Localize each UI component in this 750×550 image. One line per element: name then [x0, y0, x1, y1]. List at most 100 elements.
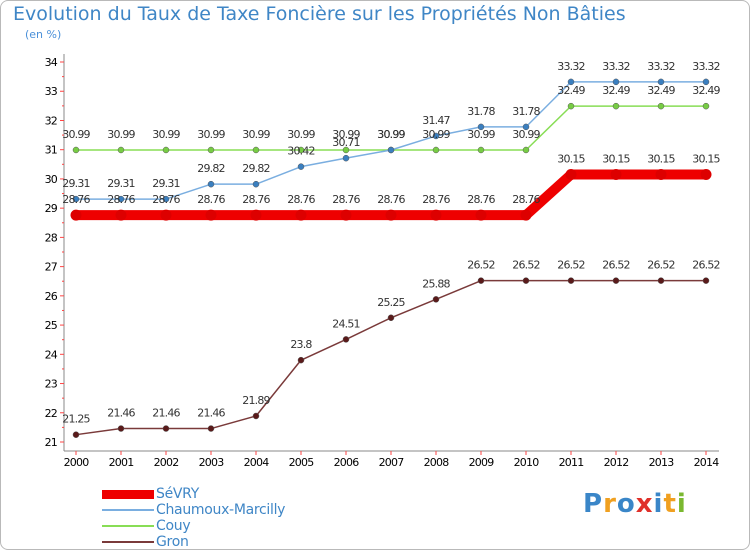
data-point	[297, 356, 305, 364]
data-label: 30.99	[512, 128, 540, 141]
data-label: 32.49	[557, 84, 585, 97]
legend-swatch	[102, 525, 154, 527]
data-point	[702, 78, 710, 86]
data-label: 30.15	[557, 153, 585, 166]
data-label: 21.89	[242, 394, 270, 407]
legend-label: SéVRY	[156, 486, 199, 502]
data-label: 24.51	[332, 317, 360, 330]
data-label: 21.25	[62, 413, 90, 426]
data-label: 28.76	[377, 193, 405, 206]
data-point	[117, 425, 125, 432]
data-point	[162, 146, 170, 154]
data-point	[72, 431, 80, 438]
x-tick-label: 2013	[649, 456, 675, 469]
data-point	[205, 209, 217, 221]
x-tick-label: 2002	[154, 456, 179, 469]
data-label: 30.99	[242, 128, 270, 141]
y-tick-label: 31	[45, 144, 57, 157]
data-label: 30.15	[602, 153, 630, 166]
data-label: 33.32	[692, 60, 720, 73]
logo-letter: t	[663, 489, 677, 519]
data-label: 28.76	[467, 193, 495, 206]
x-tick-label: 2011	[559, 456, 584, 469]
data-label: 21.46	[152, 407, 180, 420]
data-point	[567, 277, 575, 284]
data-point	[565, 169, 577, 181]
data-label: 25.25	[377, 296, 405, 309]
legend-swatch	[102, 541, 154, 543]
y-tick-label: 25	[45, 319, 58, 332]
data-label: 31.47	[422, 114, 450, 127]
data-point	[432, 132, 440, 140]
data-point	[610, 169, 622, 181]
y-tick-label: 26	[45, 290, 58, 303]
data-point	[252, 412, 260, 420]
y-tick-label: 21	[45, 436, 57, 449]
data-label: 33.32	[557, 60, 585, 73]
data-point	[657, 78, 665, 86]
logo-letter: i	[676, 489, 687, 519]
data-label: 28.76	[422, 193, 450, 206]
y-tick-label: 30	[45, 173, 58, 186]
data-label: 23.8	[290, 338, 312, 351]
data-point	[72, 195, 80, 203]
y-axis-unit-label: (en %)	[25, 28, 62, 41]
data-point	[340, 209, 352, 221]
data-label: 31.78	[467, 105, 495, 118]
data-point	[72, 146, 80, 154]
data-point	[252, 146, 260, 154]
x-tick-label: 2006	[334, 456, 360, 469]
data-label: 26.52	[602, 259, 630, 272]
data-label: 30.99	[197, 128, 225, 141]
x-tick-label: 2005	[289, 456, 315, 469]
data-point	[612, 78, 620, 86]
data-label: 28.76	[197, 193, 225, 206]
data-point	[207, 146, 215, 154]
data-point	[250, 209, 262, 221]
legend-label: Chaumoux-Marcilly	[156, 502, 286, 518]
data-label: 28.76	[332, 193, 360, 206]
x-tick-label: 2000	[64, 456, 90, 469]
logo-letter: r	[603, 489, 617, 519]
data-point	[117, 146, 125, 154]
data-point	[655, 169, 667, 181]
data-label: 30.99	[377, 128, 405, 141]
data-label: 26.52	[512, 259, 540, 272]
data-label: 30.99	[332, 128, 360, 141]
data-label: 33.32	[602, 60, 630, 73]
data-point	[70, 209, 82, 221]
data-point	[297, 146, 305, 154]
data-point	[477, 123, 485, 131]
data-point	[297, 163, 305, 170]
data-point	[475, 209, 487, 221]
data-label: 30.71	[332, 136, 360, 149]
logo-letter: P	[583, 489, 604, 519]
x-tick-label: 2001	[109, 456, 134, 469]
data-label: 21.46	[107, 407, 135, 420]
data-point	[567, 102, 575, 110]
data-label: 28.76	[242, 193, 270, 206]
x-tick-label: 2008	[424, 456, 450, 469]
data-point	[477, 277, 485, 284]
data-point	[657, 277, 665, 284]
proxiti-logo: Proxiti	[583, 489, 687, 519]
data-label: 32.49	[647, 84, 675, 97]
data-point	[702, 277, 710, 284]
data-point	[430, 209, 442, 221]
y-tick-label: 33	[45, 85, 58, 98]
x-tick-label: 2012	[604, 456, 629, 469]
data-label: 26.52	[467, 259, 495, 272]
data-point	[432, 296, 440, 303]
data-label: 30.42	[287, 145, 315, 158]
data-point	[612, 277, 620, 284]
data-label: 30.99	[62, 128, 90, 141]
data-label: 28.76	[62, 193, 90, 206]
data-label: 28.76	[512, 193, 540, 206]
data-point	[520, 209, 532, 221]
data-label: 33.32	[647, 60, 675, 73]
data-point	[342, 336, 350, 343]
data-point	[702, 102, 710, 110]
data-point	[385, 209, 397, 221]
